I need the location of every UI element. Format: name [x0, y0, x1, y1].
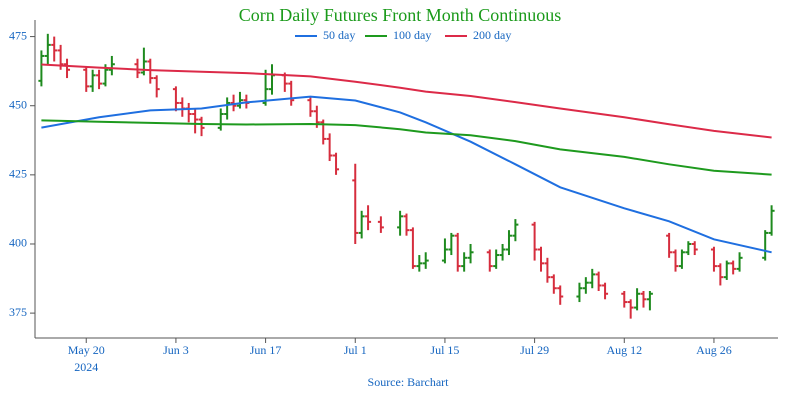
x-tick-label: Jun 17 [250, 343, 282, 357]
legend-label: 50 day [323, 28, 355, 42]
moving-average-line [41, 119, 772, 176]
x-tick-label: Jul 15 [430, 343, 459, 357]
y-tick-label: 475 [9, 28, 27, 42]
chart-title: Corn Daily Futures Front Month Continuou… [239, 5, 562, 25]
x-tick-label: Jun 3 [163, 343, 189, 357]
x-tick-label: May 20 [68, 343, 105, 357]
source-note: Source: Barchart [368, 375, 450, 389]
x-tick-label: Jul 1 [344, 343, 367, 357]
moving-average-line [41, 63, 772, 139]
moving-average-line [41, 95, 772, 254]
x-tick-label: Aug 12 [606, 343, 642, 357]
y-tick-label: 450 [9, 97, 27, 111]
y-tick-label: 375 [9, 305, 27, 319]
x-tick-year: 2024 [74, 360, 98, 374]
y-tick-label: 425 [9, 167, 27, 181]
legend-label: 100 day [393, 28, 431, 42]
x-tick-label: Aug 26 [696, 343, 732, 357]
legend-label: 200 day [473, 28, 511, 42]
x-tick-label: Jul 29 [520, 343, 549, 357]
y-tick-label: 400 [9, 236, 27, 250]
